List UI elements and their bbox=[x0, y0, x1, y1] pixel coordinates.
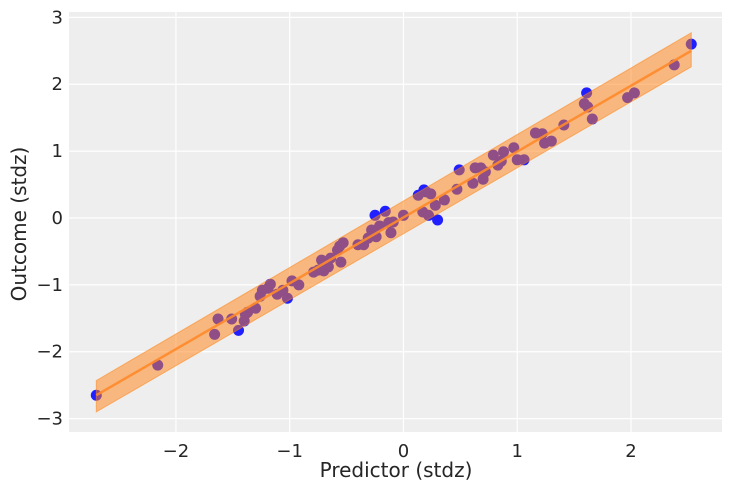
y-tick-labels: −3 −2 −1 0 1 2 3 bbox=[36, 7, 63, 429]
y-axis-label: Outcome (stdz) bbox=[7, 147, 31, 302]
y-tick-label: 1 bbox=[52, 141, 63, 162]
y-tick-label: 3 bbox=[52, 7, 63, 28]
x-tick-label: 1 bbox=[511, 441, 522, 462]
y-tick-label: −1 bbox=[36, 275, 63, 296]
x-tick-labels: −2 −1 0 1 2 bbox=[163, 441, 637, 462]
y-tick-label: −2 bbox=[36, 342, 63, 363]
x-tick-label: 2 bbox=[625, 441, 636, 462]
x-tick-label: −2 bbox=[163, 441, 190, 462]
fit-line bbox=[95, 49, 692, 397]
x-tick-label: 0 bbox=[398, 441, 409, 462]
x-tick-label: −1 bbox=[276, 441, 303, 462]
data-point bbox=[432, 214, 444, 226]
y-tick-label: 2 bbox=[52, 74, 63, 95]
y-tick-label: −3 bbox=[36, 409, 63, 430]
x-axis-label: Predictor (stdz) bbox=[320, 458, 473, 482]
y-tick-label: 0 bbox=[52, 208, 63, 229]
